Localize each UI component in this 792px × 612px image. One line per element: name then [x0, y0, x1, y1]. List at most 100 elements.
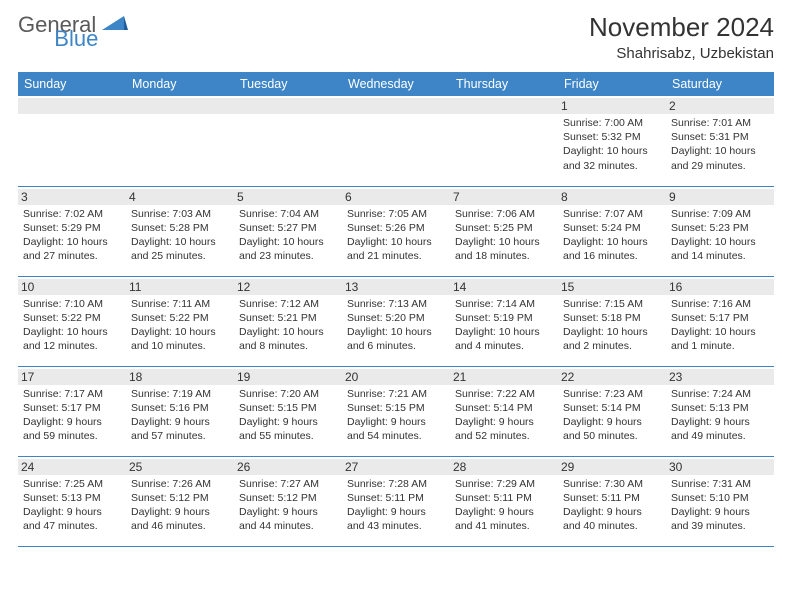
calendar-cell: 9Sunrise: 7:09 AMSunset: 5:23 PMDaylight…: [666, 186, 774, 276]
calendar-cell: 10 Sunrise: 7:10 AMSunset: 5:22 PMDayligh…: [18, 276, 126, 366]
calendar-cell: 14 Sunrise: 7:14 AMSunset: 5:19 PMDayligh…: [450, 276, 558, 366]
weekday-header-row: Sunday Monday Tuesday Wednesday Thursday…: [18, 72, 774, 96]
calendar-cell: 13 Sunrise: 7:13 AMSunset: 5:20 PMDayligh…: [342, 276, 450, 366]
day-number: 4: [126, 189, 234, 205]
day-number: 3: [18, 189, 126, 205]
calendar-cell: 22 Sunrise: 7:23 AMSunset: 5:14 PMDayligh…: [558, 366, 666, 456]
header: General Blue November 2024 Shahrisabz, U…: [18, 12, 774, 62]
day-number: 9: [666, 189, 774, 205]
day-number: [126, 98, 234, 114]
calendar-cell: 20 Sunrise: 7:21 AMSunset: 5:15 PMDayligh…: [342, 366, 450, 456]
day-number: 2: [666, 98, 774, 114]
weekday-header: Monday: [126, 72, 234, 96]
calendar-cell: [18, 96, 126, 186]
day-details: Sunrise: 7:03 AMSunset: 5:28 PMDaylight:…: [131, 207, 229, 264]
day-number: 20: [342, 369, 450, 385]
logo: General Blue: [18, 12, 174, 38]
calendar-body: 1 Sunrise: 7:00 AMSunset: 5:32 PMDaylight…: [18, 96, 774, 546]
calendar-row: 1 Sunrise: 7:00 AMSunset: 5:32 PMDaylight…: [18, 96, 774, 186]
calendar-cell: 7 Sunrise: 7:06 AMSunset: 5:25 PMDaylight…: [450, 186, 558, 276]
weekday-header: Sunday: [18, 72, 126, 96]
weekday-header: Friday: [558, 72, 666, 96]
day-details: Sunrise: 7:25 AMSunset: 5:13 PMDaylight:…: [23, 477, 121, 534]
day-details: Sunrise: 7:21 AMSunset: 5:15 PMDaylight:…: [347, 387, 445, 444]
day-number: [450, 98, 558, 114]
calendar-cell: 4 Sunrise: 7:03 AMSunset: 5:28 PMDaylight…: [126, 186, 234, 276]
day-number: 27: [342, 459, 450, 475]
day-number: 24: [18, 459, 126, 475]
day-number: 15: [558, 279, 666, 295]
day-number: 29: [558, 459, 666, 475]
day-details: Sunrise: 7:22 AMSunset: 5:14 PMDaylight:…: [455, 387, 553, 444]
calendar-cell: 23Sunrise: 7:24 AMSunset: 5:13 PMDayligh…: [666, 366, 774, 456]
weekday-header: Wednesday: [342, 72, 450, 96]
day-details: Sunrise: 7:30 AMSunset: 5:11 PMDaylight:…: [563, 477, 661, 534]
day-number: 13: [342, 279, 450, 295]
day-number: 22: [558, 369, 666, 385]
day-details: Sunrise: 7:12 AMSunset: 5:21 PMDaylight:…: [239, 297, 337, 354]
calendar-cell: 16Sunrise: 7:16 AMSunset: 5:17 PMDayligh…: [666, 276, 774, 366]
day-number: 14: [450, 279, 558, 295]
weekday-header: Saturday: [666, 72, 774, 96]
day-number: 10: [18, 279, 126, 295]
day-details: Sunrise: 7:19 AMSunset: 5:16 PMDaylight:…: [131, 387, 229, 444]
day-details: Sunrise: 7:14 AMSunset: 5:19 PMDaylight:…: [455, 297, 553, 354]
logo-triangle-icon: [102, 14, 128, 37]
calendar-table: Sunday Monday Tuesday Wednesday Thursday…: [18, 72, 774, 547]
calendar-cell: 17Sunrise: 7:17 AMSunset: 5:17 PMDayligh…: [18, 366, 126, 456]
calendar-cell: 6Sunrise: 7:05 AMSunset: 5:26 PMDaylight…: [342, 186, 450, 276]
calendar-cell: 5Sunrise: 7:04 AMSunset: 5:27 PMDaylight…: [234, 186, 342, 276]
calendar-row: 10 Sunrise: 7:10 AMSunset: 5:22 PMDayligh…: [18, 276, 774, 366]
calendar-cell: 11Sunrise: 7:11 AMSunset: 5:22 PMDayligh…: [126, 276, 234, 366]
calendar-cell: 25Sunrise: 7:26 AMSunset: 5:12 PMDayligh…: [126, 456, 234, 546]
day-number: 12: [234, 279, 342, 295]
calendar-cell: 15 Sunrise: 7:15 AMSunset: 5:18 PMDayligh…: [558, 276, 666, 366]
day-details: Sunrise: 7:04 AMSunset: 5:27 PMDaylight:…: [239, 207, 337, 264]
weekday-header: Thursday: [450, 72, 558, 96]
calendar-cell: 27 Sunrise: 7:28 AMSunset: 5:11 PMDayligh…: [342, 456, 450, 546]
day-details: Sunrise: 7:15 AMSunset: 5:18 PMDaylight:…: [563, 297, 661, 354]
day-number: 1: [558, 98, 666, 114]
day-number: [18, 98, 126, 114]
day-details: Sunrise: 7:13 AMSunset: 5:20 PMDaylight:…: [347, 297, 445, 354]
calendar-cell: [342, 96, 450, 186]
day-number: 21: [450, 369, 558, 385]
day-number: 19: [234, 369, 342, 385]
calendar-cell: [450, 96, 558, 186]
day-number: [342, 98, 450, 114]
day-number: 8: [558, 189, 666, 205]
day-details: Sunrise: 7:28 AMSunset: 5:11 PMDaylight:…: [347, 477, 445, 534]
location-text: Shahrisabz, Uzbekistan: [589, 45, 774, 62]
day-details: Sunrise: 7:16 AMSunset: 5:17 PMDaylight:…: [671, 297, 769, 354]
calendar-row: 17Sunrise: 7:17 AMSunset: 5:17 PMDayligh…: [18, 366, 774, 456]
day-details: Sunrise: 7:02 AMSunset: 5:29 PMDaylight:…: [23, 207, 121, 264]
calendar-cell: 29 Sunrise: 7:30 AMSunset: 5:11 PMDayligh…: [558, 456, 666, 546]
month-title: November 2024: [589, 12, 774, 43]
day-details: Sunrise: 7:23 AMSunset: 5:14 PMDaylight:…: [563, 387, 661, 444]
day-details: Sunrise: 7:00 AMSunset: 5:32 PMDaylight:…: [563, 116, 661, 173]
calendar-cell: 19Sunrise: 7:20 AMSunset: 5:15 PMDayligh…: [234, 366, 342, 456]
weekday-header: Tuesday: [234, 72, 342, 96]
day-details: Sunrise: 7:27 AMSunset: 5:12 PMDaylight:…: [239, 477, 337, 534]
calendar-cell: 18 Sunrise: 7:19 AMSunset: 5:16 PMDayligh…: [126, 366, 234, 456]
day-details: Sunrise: 7:10 AMSunset: 5:22 PMDaylight:…: [23, 297, 121, 354]
day-details: Sunrise: 7:11 AMSunset: 5:22 PMDaylight:…: [131, 297, 229, 354]
day-number: 23: [666, 369, 774, 385]
day-number: 26: [234, 459, 342, 475]
calendar-cell: 12 Sunrise: 7:12 AMSunset: 5:21 PMDayligh…: [234, 276, 342, 366]
day-number: 18: [126, 369, 234, 385]
day-details: Sunrise: 7:07 AMSunset: 5:24 PMDaylight:…: [563, 207, 661, 264]
calendar-cell: 8 Sunrise: 7:07 AMSunset: 5:24 PMDaylight…: [558, 186, 666, 276]
day-details: Sunrise: 7:06 AMSunset: 5:25 PMDaylight:…: [455, 207, 553, 264]
calendar-row: 3 Sunrise: 7:02 AMSunset: 5:29 PMDaylight…: [18, 186, 774, 276]
day-details: Sunrise: 7:31 AMSunset: 5:10 PMDaylight:…: [671, 477, 769, 534]
day-details: Sunrise: 7:29 AMSunset: 5:11 PMDaylight:…: [455, 477, 553, 534]
calendar-row: 24 Sunrise: 7:25 AMSunset: 5:13 PMDayligh…: [18, 456, 774, 546]
calendar-cell: [126, 96, 234, 186]
day-number: 17: [18, 369, 126, 385]
calendar-cell: 21 Sunrise: 7:22 AMSunset: 5:14 PMDayligh…: [450, 366, 558, 456]
day-number: [234, 98, 342, 114]
title-block: November 2024 Shahrisabz, Uzbekistan: [589, 12, 774, 62]
calendar-cell: 24 Sunrise: 7:25 AMSunset: 5:13 PMDayligh…: [18, 456, 126, 546]
day-number: 7: [450, 189, 558, 205]
